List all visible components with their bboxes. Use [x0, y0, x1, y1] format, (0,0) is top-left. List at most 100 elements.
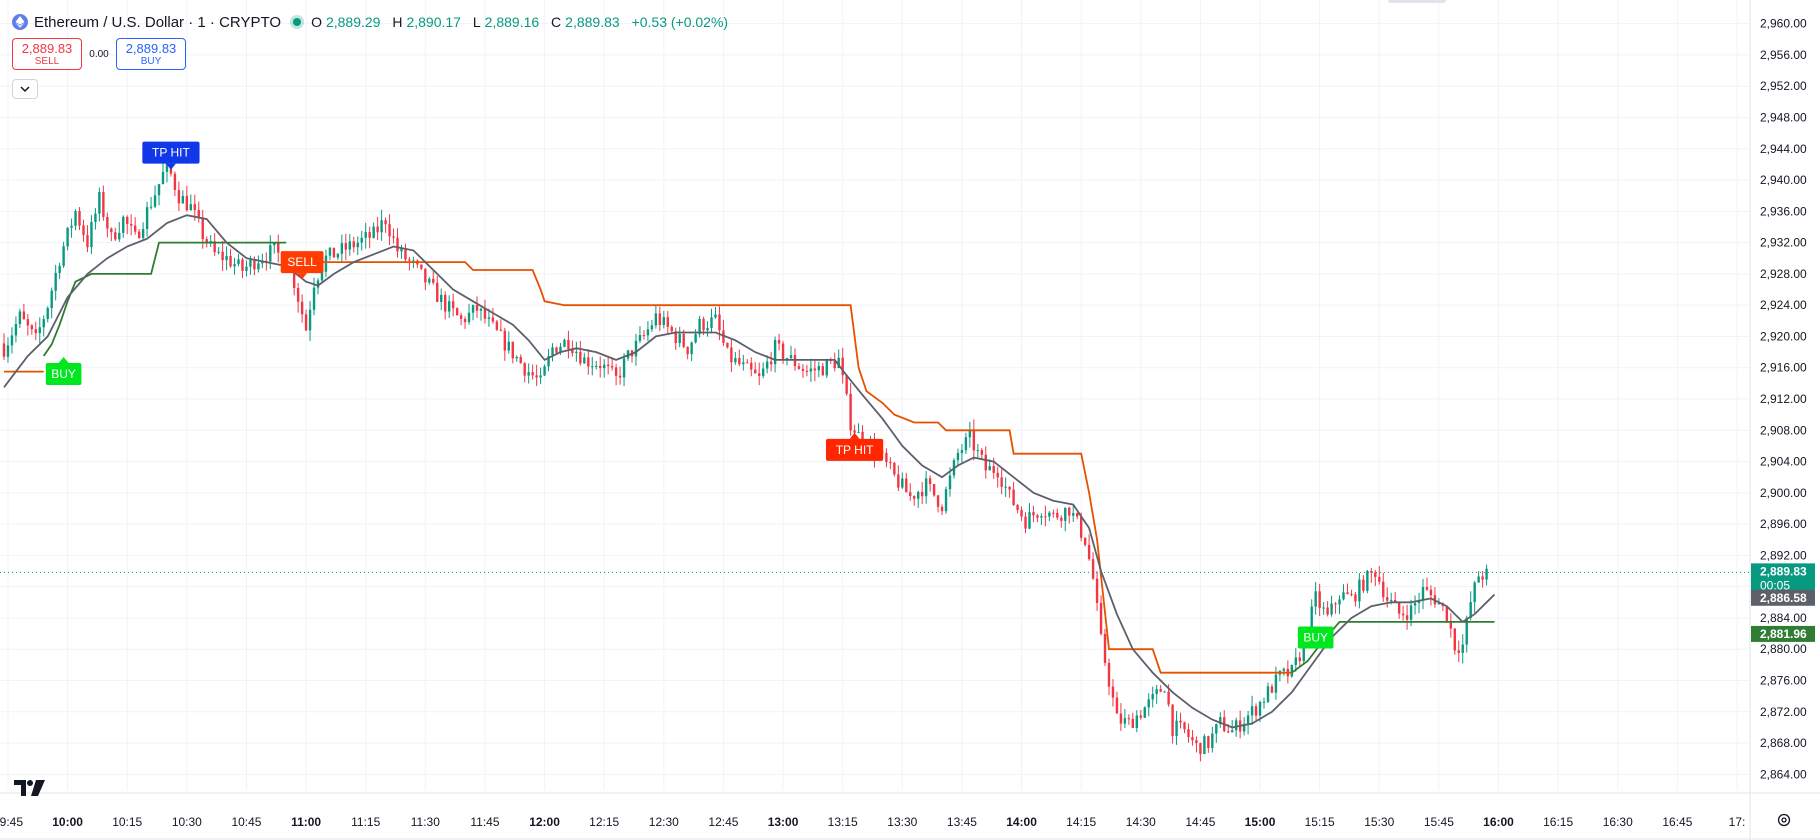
signal-label[interactable]: TP HIT: [142, 141, 200, 170]
candle: [599, 356, 602, 378]
candle: [388, 214, 391, 246]
candle-body: [479, 308, 483, 311]
candle: [1358, 573, 1361, 609]
close-key: C: [551, 14, 562, 30]
time-tick-label: 14:00: [1006, 815, 1037, 829]
candle-body: [543, 366, 546, 376]
signal-pointer: [165, 163, 176, 170]
candle: [364, 222, 367, 249]
candle: [1294, 648, 1298, 672]
candle-body: [344, 243, 348, 250]
candle: [356, 236, 359, 256]
candle-body: [50, 290, 53, 309]
candle-body: [487, 317, 491, 319]
candle: [1354, 591, 1357, 607]
candle-body: [1171, 704, 1174, 736]
candle-body: [368, 232, 371, 238]
candle: [1334, 602, 1337, 614]
candle-body: [515, 356, 518, 359]
candle-body: [1219, 717, 1222, 725]
candle: [924, 470, 928, 504]
candle-body: [1195, 740, 1198, 744]
symbol-header[interactable]: Ethereum / U.S. Dollar · 1 · CRYPTO O 2,8…: [12, 12, 732, 32]
candle-body: [356, 242, 359, 248]
candle-body: [885, 452, 888, 463]
candle-body: [332, 247, 336, 258]
buy-button[interactable]: 2,889.83 BUY: [116, 38, 186, 70]
tradingview-logo-icon[interactable]: [14, 779, 46, 802]
candle: [1123, 709, 1127, 729]
candle-body: [531, 372, 534, 376]
price-tick-label: 2,872.00: [1760, 705, 1807, 719]
time-tick-label: 10:00: [52, 815, 83, 829]
time-tick-label: 13:00: [768, 815, 799, 829]
candle-body: [145, 207, 149, 230]
interval[interactable]: 1: [197, 13, 206, 31]
scale-settings-icon[interactable]: [1776, 812, 1792, 833]
candle: [801, 364, 805, 378]
candle: [602, 359, 606, 378]
axis-price-box: [1751, 589, 1815, 606]
candle-body: [889, 462, 892, 464]
candle-body: [614, 367, 618, 376]
candle: [1477, 571, 1480, 583]
candle: [114, 227, 117, 242]
candle: [567, 330, 570, 359]
candle: [738, 349, 741, 367]
candle: [996, 466, 999, 488]
top-panel-handle[interactable]: [1388, 0, 1446, 3]
candle: [1155, 684, 1158, 704]
candle-body: [1000, 477, 1003, 487]
candle: [141, 222, 145, 241]
candle-body: [897, 474, 900, 488]
candle: [666, 310, 669, 334]
signal-label[interactable]: SELL: [280, 251, 324, 280]
time-tick-label: 17:: [1729, 815, 1746, 829]
candle: [817, 361, 821, 378]
candle-body: [384, 220, 387, 225]
candle-body: [698, 318, 701, 335]
candle: [654, 304, 658, 329]
candle-body: [1409, 605, 1413, 620]
collapse-legend-button[interactable]: [12, 79, 38, 99]
candle-body: [38, 327, 41, 334]
countdown-text: 00:05: [1760, 578, 1790, 592]
exchange: CRYPTO: [219, 13, 282, 31]
candle-body: [1119, 713, 1123, 724]
candle: [646, 321, 650, 342]
sell-button[interactable]: 2,889.83 SELL: [12, 38, 82, 70]
candle-body: [893, 462, 896, 475]
candle-body: [491, 317, 495, 322]
candle: [233, 258, 236, 275]
candle-body: [440, 294, 443, 302]
candle: [1366, 569, 1369, 594]
candle-body: [773, 339, 777, 365]
candle-body: [66, 227, 69, 247]
candle: [515, 355, 518, 362]
candle-body: [459, 315, 463, 319]
axis-price-label: 2,886.58: [1751, 589, 1815, 606]
signal-label[interactable]: BUY: [45, 356, 82, 385]
ohlc-values: O 2,889.29 H 2,890.17 L 2,889.16 C 2,889.83 …: [311, 14, 732, 30]
candle: [1362, 575, 1365, 594]
candle-body: [714, 314, 717, 318]
candle: [698, 315, 701, 338]
candle-body: [221, 251, 224, 261]
signal-label[interactable]: TP HIT: [826, 432, 884, 461]
candle: [491, 308, 495, 324]
candle: [706, 321, 709, 337]
candle-body: [602, 364, 606, 369]
candle-body: [1064, 507, 1067, 521]
candle: [714, 306, 717, 319]
spread-value: 0.00: [89, 48, 109, 60]
candle: [503, 327, 507, 361]
candle: [126, 215, 129, 235]
candle: [1052, 509, 1055, 518]
price-tick-label: 2,892.00: [1760, 548, 1807, 562]
candle-body: [1107, 662, 1111, 687]
symbol-name[interactable]: Ethereum / U.S. Dollar: [34, 13, 185, 31]
signal-label[interactable]: BUY: [1297, 626, 1334, 649]
market-status-dot[interactable]: [293, 18, 302, 26]
